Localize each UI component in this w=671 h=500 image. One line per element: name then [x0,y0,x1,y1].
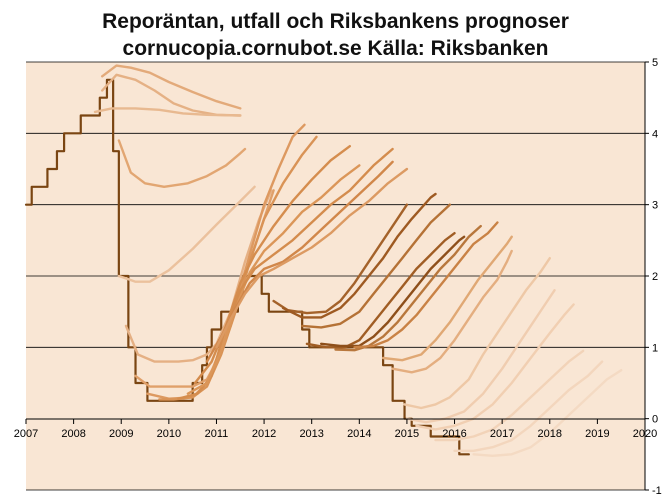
x-tick-label: 2012 [252,428,276,440]
y-tick-label: 0 [652,414,658,426]
x-tick-labels: 2007 2008 2009 2010 2011 2012 2013 2014 2015 2016… [14,428,657,440]
chart-title: Reporäntan, utfall och Riksbankens progn… [102,10,569,33]
x-tick-label: 2017 [490,428,514,440]
y-tick-label: 2 [652,271,658,283]
series-line-forecast-16 [281,192,437,319]
x-tick-label: 2018 [538,428,562,440]
x-tick-label: 2019 [585,428,609,440]
series-line-forecast-4 [117,139,247,188]
series-line-forecast-14 [215,167,409,349]
x-tick-label: 2011 [205,428,229,440]
x-tick-label: 2020 [633,428,657,440]
y-tick-label: 3 [652,200,658,212]
series-line-forecast-18 [305,232,456,349]
x-tick-label: 2009 [109,428,133,440]
series-line-forecast-1 [101,64,242,110]
y-tick-label: -1 [652,485,662,497]
series-line-forecast-28 [453,360,604,452]
series-line-forecast-23 [391,249,513,374]
axes [25,61,649,491]
series-line-forecast-17 [301,203,451,329]
x-tick-label: 2014 [347,428,371,440]
series-group [24,64,623,457]
series-line-forecast-24 [403,257,551,410]
chart-title-block: Reporäntan, utfall och Riksbankens progn… [0,8,671,62]
series-line-forecast-26 [415,303,575,431]
series-line-forecast-15 [272,203,409,315]
x-tick-label: 2016 [442,428,466,440]
y-tick-label: 1 [652,342,658,354]
series-line-forecast-25 [405,289,556,424]
series-line-forecast-22 [381,235,513,362]
y-tick-labels: -1 0 1 2 3 4 5 [652,57,662,497]
x-tick-label: 2007 [14,428,38,440]
series-line-forecast-11 [186,164,361,395]
y-tick-label: 4 [652,128,658,140]
series-line-forecast-21 [353,221,499,349]
series-line-forecast-27 [434,349,585,442]
series-line-forecast-5 [117,185,256,283]
chart-subtitle: cornucopia.cornubot.se Källa: Riksbanken [122,37,549,60]
x-tick-label: 2015 [395,428,419,440]
series-line-forecast-6 [124,189,273,363]
x-tick-label: 2008 [61,428,85,440]
series-line-forecast-3 [93,107,242,117]
y-tick-label: 5 [652,57,658,69]
series-line-outcome [24,78,470,456]
series-line-forecast-19 [320,235,466,348]
x-tick-label: 2013 [299,428,323,440]
x-tick-label: 2010 [157,428,181,440]
series-line-forecast-29 [472,369,623,457]
